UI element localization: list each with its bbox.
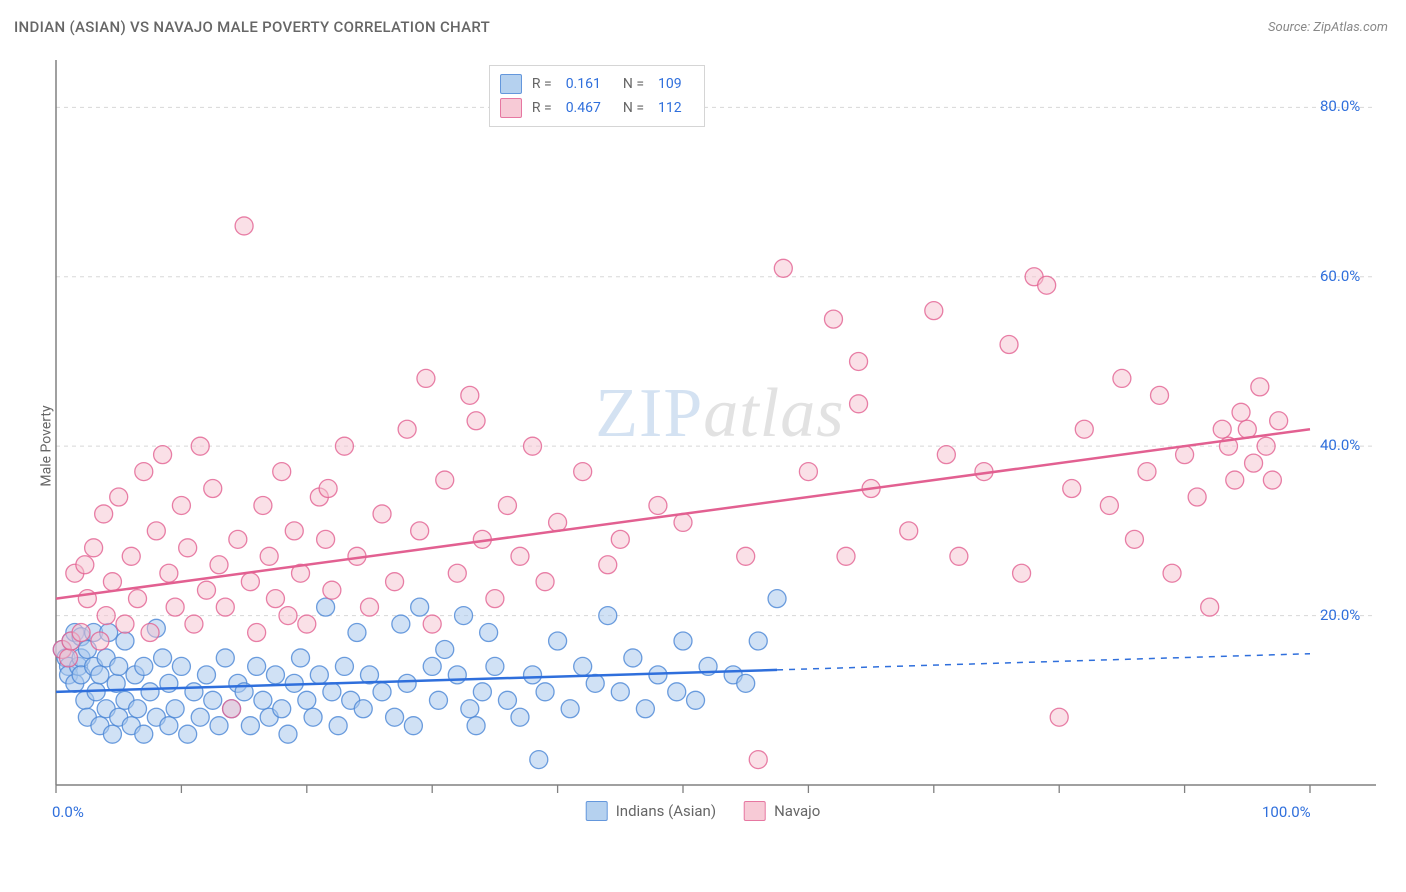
- legend-item-navajo: Navajo: [744, 801, 820, 821]
- y-tick-60: 60.0%: [1320, 267, 1360, 285]
- y-tick-20: 20.0%: [1320, 606, 1360, 624]
- legend-r-label: R =: [532, 76, 552, 92]
- swatch-navajo-bottom: [744, 801, 766, 821]
- x-tick-0: 0.0%: [52, 803, 84, 821]
- legend-r-value-indians: 0.161: [566, 76, 601, 92]
- correlation-legend: R = 0.161 N = 109 R = 0.467 N = 112: [489, 65, 705, 127]
- x-tick-100: 100.0%: [1262, 803, 1311, 821]
- legend-n-value-indians: 109: [658, 76, 682, 92]
- swatch-indians: [500, 74, 522, 94]
- series-legend: Indians (Asian) Navajo: [586, 801, 821, 821]
- legend-row-indians: R = 0.161 N = 109: [500, 72, 694, 96]
- legend-r-label: R =: [532, 100, 552, 116]
- legend-label-navajo: Navajo: [774, 802, 820, 820]
- legend-item-indians: Indians (Asian): [586, 801, 716, 821]
- y-tick-40: 40.0%: [1320, 436, 1360, 454]
- source-attribution: Source: ZipAtlas.com: [1268, 20, 1388, 35]
- y-tick-80: 80.0%: [1320, 97, 1360, 115]
- legend-n-label: N =: [623, 100, 644, 116]
- swatch-indians-bottom: [586, 801, 608, 821]
- legend-n-value-navajo: 112: [658, 100, 682, 116]
- scatter-plot: [50, 55, 1380, 815]
- swatch-navajo: [500, 98, 522, 118]
- legend-label-indians: Indians (Asian): [616, 802, 716, 820]
- legend-n-label: N =: [623, 76, 644, 92]
- chart-container: INDIAN (ASIAN) VS NAVAJO MALE POVERTY CO…: [0, 0, 1406, 892]
- legend-r-value-navajo: 0.467: [566, 100, 601, 116]
- chart-title: INDIAN (ASIAN) VS NAVAJO MALE POVERTY CO…: [14, 18, 490, 36]
- legend-row-navajo: R = 0.467 N = 112: [500, 96, 694, 120]
